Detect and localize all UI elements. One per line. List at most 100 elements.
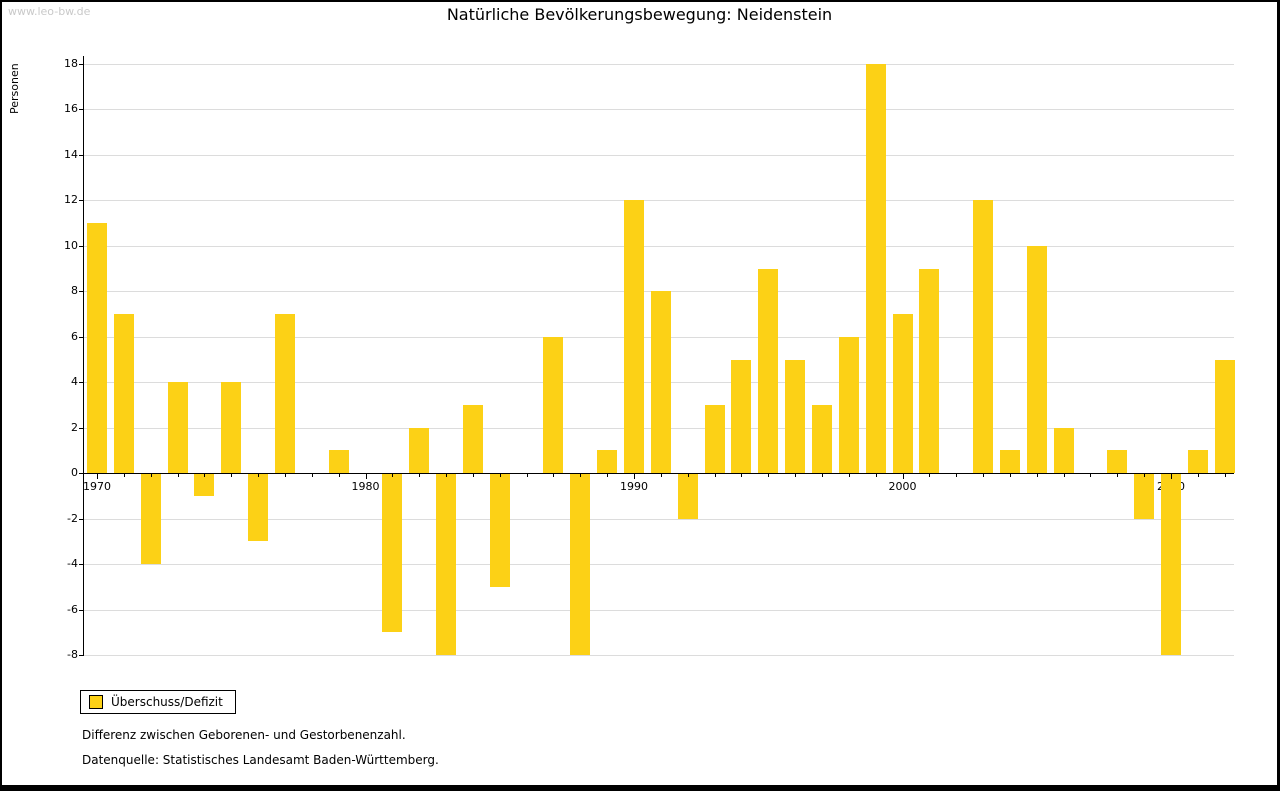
bar [704, 404, 725, 474]
bar [436, 473, 457, 655]
x-axis-tick [821, 474, 823, 478]
y-tick-label: 16 [64, 102, 78, 116]
plot-area: -8-6-4-202468101214161819701980199020002… [64, 56, 1235, 661]
x-axis-tick [768, 474, 770, 478]
y-tick-label: 0 [71, 466, 78, 480]
x-axis-tick [284, 474, 286, 478]
bar [462, 404, 483, 474]
x-axis-tick [983, 474, 985, 478]
bar [382, 473, 403, 633]
bar [328, 450, 349, 474]
y-tick-label: -2 [67, 511, 78, 525]
y-axis-tick [79, 382, 83, 384]
x-axis-tick [123, 474, 125, 478]
bar [999, 450, 1020, 474]
x-axis-tick [1224, 474, 1226, 478]
y-tick-label: 10 [64, 238, 78, 252]
x-axis-tick [902, 474, 904, 480]
bar [650, 291, 671, 474]
gridline [84, 609, 1234, 611]
x-axis-tick [1144, 474, 1146, 478]
bar [597, 450, 618, 474]
y-axis-tick [79, 245, 83, 247]
x-axis-tick [499, 474, 501, 478]
x-axis-tick [741, 474, 743, 478]
y-axis-line [83, 56, 84, 656]
bar [811, 404, 832, 474]
x-axis-tick [419, 474, 421, 478]
x-axis-tick [660, 474, 662, 478]
x-tick-label: 1970 [83, 480, 111, 494]
gridline [84, 109, 1234, 111]
x-axis-tick [714, 474, 716, 478]
y-axis-tick [79, 473, 83, 475]
y-axis-tick [79, 200, 83, 202]
x-axis-tick [231, 474, 233, 478]
y-axis-tick [79, 64, 83, 65]
bar [892, 314, 913, 474]
y-tick-label: 4 [71, 375, 78, 389]
bar [409, 427, 430, 474]
x-axis-tick [526, 474, 528, 478]
bar [248, 473, 269, 542]
bar [274, 314, 295, 474]
x-axis-tick [553, 474, 555, 478]
bar [624, 200, 644, 474]
bar [758, 268, 779, 474]
legend-swatch [89, 695, 103, 709]
bar [1134, 473, 1155, 519]
bar [1053, 427, 1074, 474]
x-axis-tick [1090, 474, 1092, 478]
bar [543, 336, 564, 474]
bar [677, 473, 698, 519]
x-axis-tick [1009, 474, 1011, 478]
x-axis-tick [1171, 474, 1172, 480]
chart-title: Natürliche Bevölkerungsbewegung: Neidens… [446, 5, 833, 24]
bar [140, 473, 161, 565]
gridline [84, 64, 1234, 65]
gridline [84, 200, 1234, 202]
y-axis-tick [79, 154, 83, 156]
x-axis-tick [338, 474, 340, 478]
gridline [84, 154, 1234, 156]
x-axis-tick [795, 474, 797, 478]
bar [865, 64, 886, 474]
legend-label: Überschuss/Defizit [111, 695, 223, 709]
bar [1026, 245, 1047, 474]
bar [167, 382, 188, 474]
x-axis-tick [1197, 474, 1199, 478]
y-tick-label: 14 [64, 147, 78, 161]
y-tick-label: -8 [67, 648, 78, 661]
y-axis-tick [79, 336, 83, 338]
y-axis-tick [79, 291, 83, 293]
x-tick-label: 1990 [620, 480, 648, 494]
x-tick-label: 1980 [351, 480, 380, 494]
y-tick-label: 6 [71, 329, 78, 343]
x-axis-tick [1036, 474, 1038, 478]
bar [785, 359, 806, 474]
legend: Überschuss/Defizit [80, 690, 236, 714]
x-axis-tick [580, 474, 582, 478]
gridline [84, 564, 1234, 566]
footnote-source: Datenquelle: Statistisches Landesamt Bad… [82, 753, 439, 767]
x-axis-tick [258, 474, 260, 478]
y-axis-tick [79, 518, 83, 520]
bar [113, 314, 134, 474]
bar [973, 200, 994, 474]
y-tick-label: -6 [67, 602, 78, 616]
bar [1214, 359, 1235, 474]
y-axis-title: Personen [8, 63, 21, 114]
bar [221, 382, 242, 474]
y-axis-tick [79, 427, 83, 429]
y-axis-tick [79, 609, 83, 611]
y-axis-tick [79, 564, 83, 566]
gridline [84, 518, 1234, 520]
bar [1107, 450, 1128, 474]
watermark: www.leo-bw.de [8, 5, 91, 18]
y-tick-label: 12 [64, 193, 78, 207]
gridline [84, 655, 1234, 656]
bar [731, 359, 752, 474]
x-tick-label: 2000 [888, 480, 917, 494]
footnote-description: Differenz zwischen Geborenen- und Gestor… [82, 728, 406, 742]
bar [919, 268, 940, 474]
